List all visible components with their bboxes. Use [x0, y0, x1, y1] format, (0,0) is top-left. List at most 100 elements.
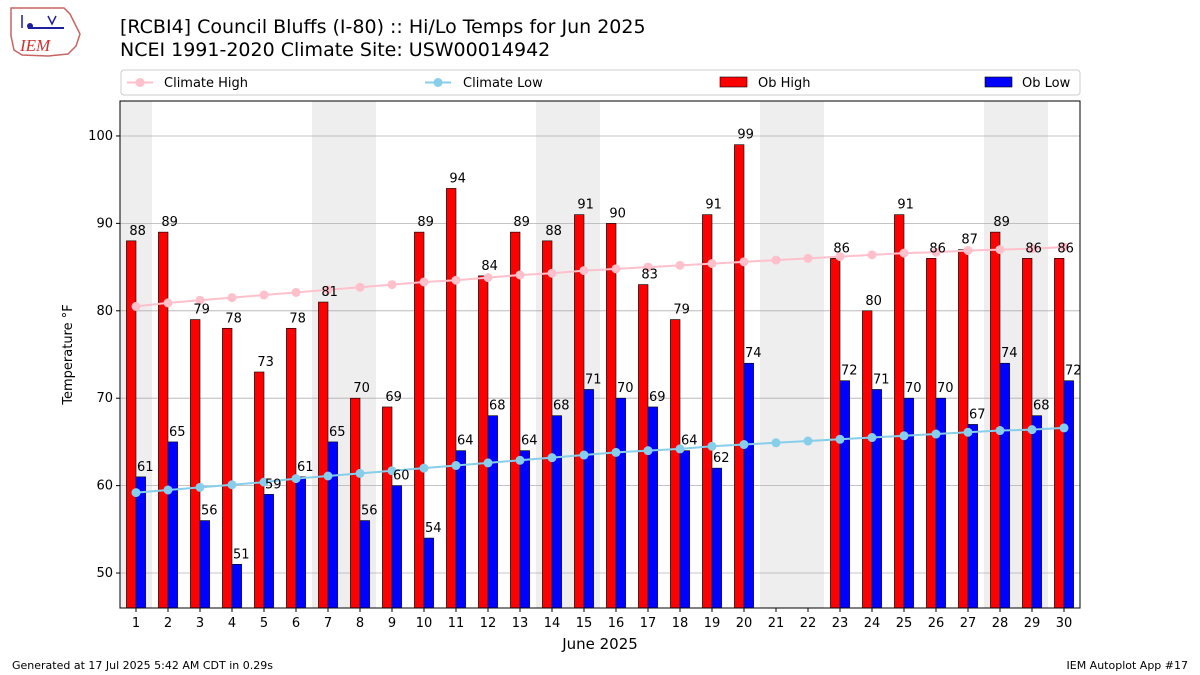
x-tick-label: 7 [324, 616, 332, 631]
ob-high-bar [222, 327, 233, 609]
ob-high-label: 70 [353, 381, 370, 396]
climate-low-point [547, 453, 557, 463]
climate-low-point [1027, 425, 1037, 435]
x-axis-label: June 2025 [561, 635, 638, 653]
ob-low-label: 51 [233, 547, 250, 562]
ob-low-bar [487, 415, 498, 609]
climate-low-point [451, 461, 461, 471]
bar-layer [126, 144, 1074, 609]
ob-low-bar [679, 450, 690, 609]
ob-high-label: 79 [673, 303, 690, 318]
climate-low-point [931, 429, 941, 439]
ob-low-label: 68 [1033, 399, 1050, 414]
climate-high-point [483, 273, 493, 283]
ob-high-bar [670, 319, 681, 609]
climate-low-point [195, 482, 205, 492]
legend: Climate High Climate Low Ob High Ob Low [120, 69, 1081, 96]
ob-high-label: 89 [161, 215, 178, 230]
ob-low-bar [903, 397, 914, 609]
ob-high-label: 89 [993, 215, 1010, 230]
ob-low-bar [839, 380, 850, 609]
weekend-band-day-22 [792, 101, 824, 608]
ob-low-bar [295, 476, 306, 609]
ob-low-label: 68 [489, 399, 506, 414]
ob-high-bar [830, 258, 841, 609]
ob-low-label: 70 [905, 381, 922, 396]
ob-low-label: 61 [297, 460, 314, 475]
ob-high-label: 79 [193, 303, 210, 318]
ob-high-bar [158, 231, 169, 609]
x-tick-label: 6 [292, 616, 300, 631]
x-tick-label: 18 [672, 616, 689, 631]
climate-high-point [227, 293, 237, 303]
y-tick-label: 100 [88, 129, 113, 144]
ob-low-bar [871, 389, 882, 609]
temperature-chart: 8861896579567851735978618165705669608954… [61, 69, 1082, 653]
ob-low-bar [167, 441, 178, 609]
x-tick-label: 17 [640, 616, 657, 631]
climate-high-point [931, 247, 941, 257]
climate-low-point [355, 468, 365, 478]
ob-low-bar [327, 441, 338, 609]
plot-frame [119, 100, 1081, 609]
climate-high-point [899, 248, 909, 258]
ob-high-label: 89 [417, 215, 434, 230]
climate-high-point [707, 259, 717, 269]
x-tick-label: 2 [164, 616, 172, 631]
ob-low-bar [231, 563, 242, 609]
climate-high-point [963, 245, 973, 255]
x-tick-label: 30 [1056, 616, 1073, 631]
app-label: IEM Autoplot App #17 [1066, 659, 1189, 672]
ob-high-bar [414, 231, 425, 609]
chart-title: [RCBI4] Council Bluffs (I-80) :: Hi/Lo T… [120, 16, 646, 38]
ob-low-label: 59 [265, 477, 282, 492]
legend-ob-high-label: Ob High [758, 76, 811, 91]
ob-low-label: 74 [745, 346, 762, 361]
climate-low-point [963, 427, 973, 437]
ob-low-bar [391, 485, 402, 609]
ob-high-bar [478, 275, 489, 609]
climate-low-point [867, 433, 877, 443]
climate-high-point [355, 282, 365, 292]
ob-low-bar [967, 424, 978, 609]
x-tick-label: 22 [800, 616, 817, 631]
ob-high-label: 83 [641, 268, 658, 283]
ob-low-bar [999, 362, 1010, 609]
legend-climate-high-marker [135, 78, 145, 87]
climate-low-point [259, 477, 269, 487]
climate-low-point [227, 480, 237, 490]
legend-box [120, 69, 1081, 96]
climate-low-point [995, 426, 1005, 436]
ob-low-bar [583, 389, 594, 609]
ob-high-bar [318, 301, 329, 609]
x-tick-label: 15 [576, 616, 593, 631]
climate-high-point [835, 252, 845, 262]
x-tick-label: 4 [228, 616, 236, 631]
x-tick-label: 14 [544, 616, 561, 631]
ob-low-label: 68 [553, 399, 570, 414]
ob-high-label: 73 [257, 355, 274, 370]
legend-climate-low-label: Climate Low [463, 76, 543, 91]
ob-low-bar [519, 450, 530, 609]
ob-low-bar [615, 397, 626, 609]
bar-value-labels: 88 61 89 65 79 56 78 51 73 59 78 61 81 65 70 56 69 60 89 54… [129, 128, 1081, 563]
ob-low-label: 54 [425, 521, 442, 536]
x-tick-label: 28 [992, 616, 1009, 631]
x-tick-label: 26 [928, 616, 945, 631]
ob-high-label: 91 [705, 198, 722, 213]
x-tick-label: 20 [736, 616, 753, 631]
ob-low-label: 61 [137, 460, 154, 475]
climate-high-point [291, 287, 301, 297]
ob-low-bar [455, 450, 466, 609]
ob-low-label: 65 [329, 425, 346, 440]
climate-high-line [135, 245, 1065, 308]
ob-high-bar [190, 319, 201, 609]
legend-ob-low-swatch [984, 76, 1013, 88]
ob-high-bar [734, 144, 745, 609]
ob-low-bar [1063, 380, 1074, 609]
x-tick-label: 16 [608, 616, 625, 631]
climate-low-point [899, 431, 909, 441]
climate-low-point [323, 471, 333, 481]
climate-low-point [163, 485, 173, 495]
climate-high-point [195, 295, 205, 305]
